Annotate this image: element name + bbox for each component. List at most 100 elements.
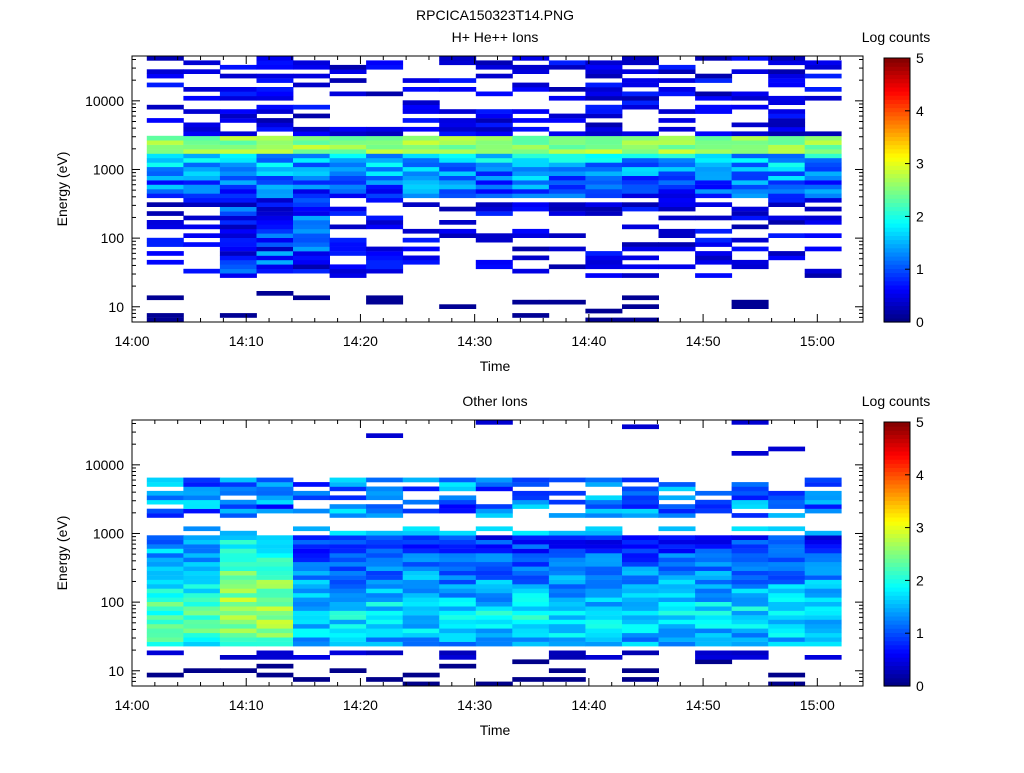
spectrogram-cell (622, 553, 659, 558)
spectrogram-cell (439, 482, 477, 487)
spectrogram-cell (768, 490, 806, 496)
colorbar-swatch (884, 243, 910, 249)
spectrogram-cell (183, 499, 221, 505)
spectrogram-cell (329, 486, 367, 492)
spectrogram-cell (402, 615, 440, 620)
spectrogram-cell (475, 588, 513, 594)
spectrogram-cell (329, 268, 367, 274)
spectrogram-cell (512, 566, 550, 571)
colorbar-swatch (884, 313, 910, 319)
spectrogram-cell (329, 91, 367, 97)
colorbar-swatch (884, 206, 910, 212)
spectrogram-cell (695, 601, 733, 607)
spectrogram-cell (366, 162, 404, 168)
spectrogram-cell (366, 246, 404, 252)
colorbar-swatch (884, 144, 910, 150)
spectrogram-cell (293, 628, 330, 634)
spectrogram-cell (293, 140, 330, 145)
colorbar-swatch (884, 628, 910, 633)
spectrogram-cell (146, 220, 184, 225)
spectrogram-cell (146, 619, 184, 625)
x-tick-label: 14:30 (457, 333, 492, 349)
x-tick-label: 14:00 (114, 333, 149, 349)
spectrogram-cell (768, 619, 806, 625)
spectrogram-cell (512, 490, 550, 496)
spectrogram-cell (439, 575, 477, 580)
colorbar-tick-label: 0 (916, 678, 924, 694)
spectrogram-cell (768, 628, 806, 634)
spectrogram-cell (329, 251, 367, 256)
colorbar-swatch (884, 624, 910, 629)
colorbar-swatch (884, 450, 910, 456)
spectrogram-cell (695, 561, 733, 567)
spectrogram-cell (622, 566, 659, 571)
spectrogram-cell (804, 131, 842, 137)
spectrogram-cell (622, 513, 659, 518)
spectrogram-cell (512, 632, 550, 638)
colorbar-swatch (884, 280, 910, 286)
colorbar-swatch (884, 665, 910, 671)
colorbar-swatch (884, 554, 910, 559)
spectrogram-cell (512, 530, 550, 536)
spectrogram-cell (439, 175, 477, 181)
spectrogram-cell (219, 606, 257, 611)
spectrogram-cell (219, 184, 257, 190)
spectrogram-cell (219, 202, 257, 207)
spectrogram-cell (293, 619, 330, 625)
spectrogram-cell (658, 109, 696, 114)
panel-title: H+ He++ Ions (452, 29, 539, 45)
spectrogram-cell (804, 158, 842, 163)
colorbar-swatch (884, 78, 910, 84)
spectrogram-cell (585, 561, 623, 567)
spectrogram-cell (256, 78, 294, 83)
spectrogram-cell (402, 606, 440, 611)
colorbar-swatch (884, 562, 910, 567)
spectrogram-cell (512, 202, 550, 207)
spectrogram-cell (731, 451, 769, 456)
spectrogram-cell (548, 557, 586, 563)
spectrogram-cell (293, 224, 330, 230)
colorbar-swatch (884, 152, 910, 158)
spectrogram-cell (658, 513, 696, 518)
spectrogram-cell (256, 553, 294, 558)
spectrogram-cell (512, 158, 550, 163)
spectrogram-cell (768, 499, 806, 505)
spectrogram-cell (622, 104, 659, 110)
spectrogram-cell (146, 317, 184, 323)
spectrogram-cell (219, 313, 257, 318)
spectrogram-cell (548, 561, 586, 567)
colorbar-tick-label: 3 (916, 156, 924, 172)
panel-h-he-ions: H+ He++ Ions 14:00 14:10 14:20 14:30 14:40 14… (54, 29, 930, 374)
spectrogram-cell (439, 632, 477, 638)
spectrogram-cell (768, 171, 806, 176)
spectrogram-cell (731, 122, 769, 128)
spectrogram-cell (768, 588, 806, 594)
colorbar-swatch (884, 272, 910, 278)
spectrogram-cell (183, 619, 221, 625)
spectrogram-cell (402, 126, 440, 132)
spectrogram-cell (585, 544, 623, 549)
spectrogram-cell (585, 175, 623, 181)
spectrogram-cell (658, 171, 696, 176)
spectrogram-cell (366, 433, 404, 438)
spectrogram-cell (183, 637, 221, 642)
spectrogram-cell (731, 149, 769, 154)
spectrogram-cell (768, 632, 806, 638)
spectrogram-cell (475, 166, 513, 172)
spectrogram-cell (475, 641, 513, 647)
spectrogram-cell (183, 623, 221, 629)
spectrogram-cell (146, 118, 184, 123)
spectrogram-cell (366, 592, 404, 598)
spectrogram-cell (219, 668, 257, 673)
spectrogram-cell (548, 180, 586, 185)
spectrogram-cell (329, 242, 367, 247)
spectrogram-cell (768, 526, 806, 532)
spectrogram-cell (585, 95, 623, 101)
spectrogram-cell (256, 189, 294, 194)
colorbar-swatch (884, 99, 910, 104)
spectrogram-cell (366, 180, 404, 185)
spectrogram-cells (146, 56, 842, 323)
colorbar-swatch (884, 210, 910, 216)
spectrogram-cell (622, 677, 659, 682)
spectrogram-cell (366, 677, 404, 682)
